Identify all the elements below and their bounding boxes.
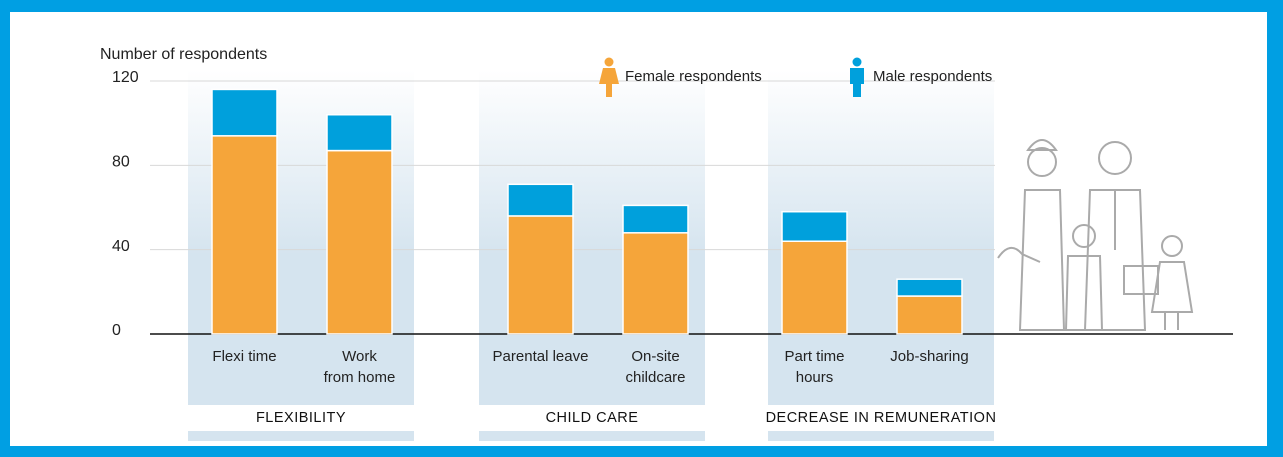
bar-segment	[326, 113, 393, 152]
group-label: FLEXIBILITY	[255, 410, 347, 426]
legend-icon	[852, 57, 862, 67]
bar-segment	[896, 278, 963, 297]
legend-icon	[850, 68, 864, 97]
legend-icon	[604, 57, 614, 67]
bar-segment	[781, 210, 848, 242]
group-band-foot	[188, 431, 414, 441]
x-tick-label: Flexi time	[212, 348, 277, 365]
group-band-foot	[479, 431, 705, 441]
bar-segment	[211, 88, 278, 137]
legend-label: Female respondents	[625, 68, 762, 85]
bar-segment	[507, 183, 574, 217]
group-band-lower	[768, 334, 994, 405]
bar-segment	[896, 295, 963, 335]
bar-segment	[781, 240, 848, 335]
group-band-foot	[768, 431, 994, 441]
group-label: DECREASE IN REMUNERATION	[765, 410, 997, 426]
x-tick-label: On-site childcare	[625, 348, 686, 386]
x-tick-label: Part time hours	[784, 348, 845, 386]
y-tick-label: 40	[112, 238, 130, 255]
illustration	[997, 139, 1194, 331]
x-tick-label: Parental leave	[492, 348, 589, 365]
x-tick-label: Work from home	[323, 348, 396, 386]
y-tick-label: 120	[112, 69, 139, 86]
legend-icon	[599, 68, 619, 97]
group-label: CHILD CARE	[545, 410, 639, 426]
x-tick-label: Job-sharing	[890, 348, 969, 365]
group-band-lower	[188, 334, 414, 405]
bar-segment	[326, 149, 393, 335]
y-axis-title: Number of respondents	[100, 46, 267, 63]
bar-segment	[622, 232, 689, 335]
legend-label: Male respondents	[873, 68, 992, 85]
y-tick-label: 0	[112, 322, 121, 339]
y-tick-label: 80	[112, 154, 130, 171]
group-band-lower	[479, 334, 705, 405]
bar-segment	[507, 215, 574, 335]
bar-segment	[622, 204, 689, 234]
bar-segment	[211, 135, 278, 335]
